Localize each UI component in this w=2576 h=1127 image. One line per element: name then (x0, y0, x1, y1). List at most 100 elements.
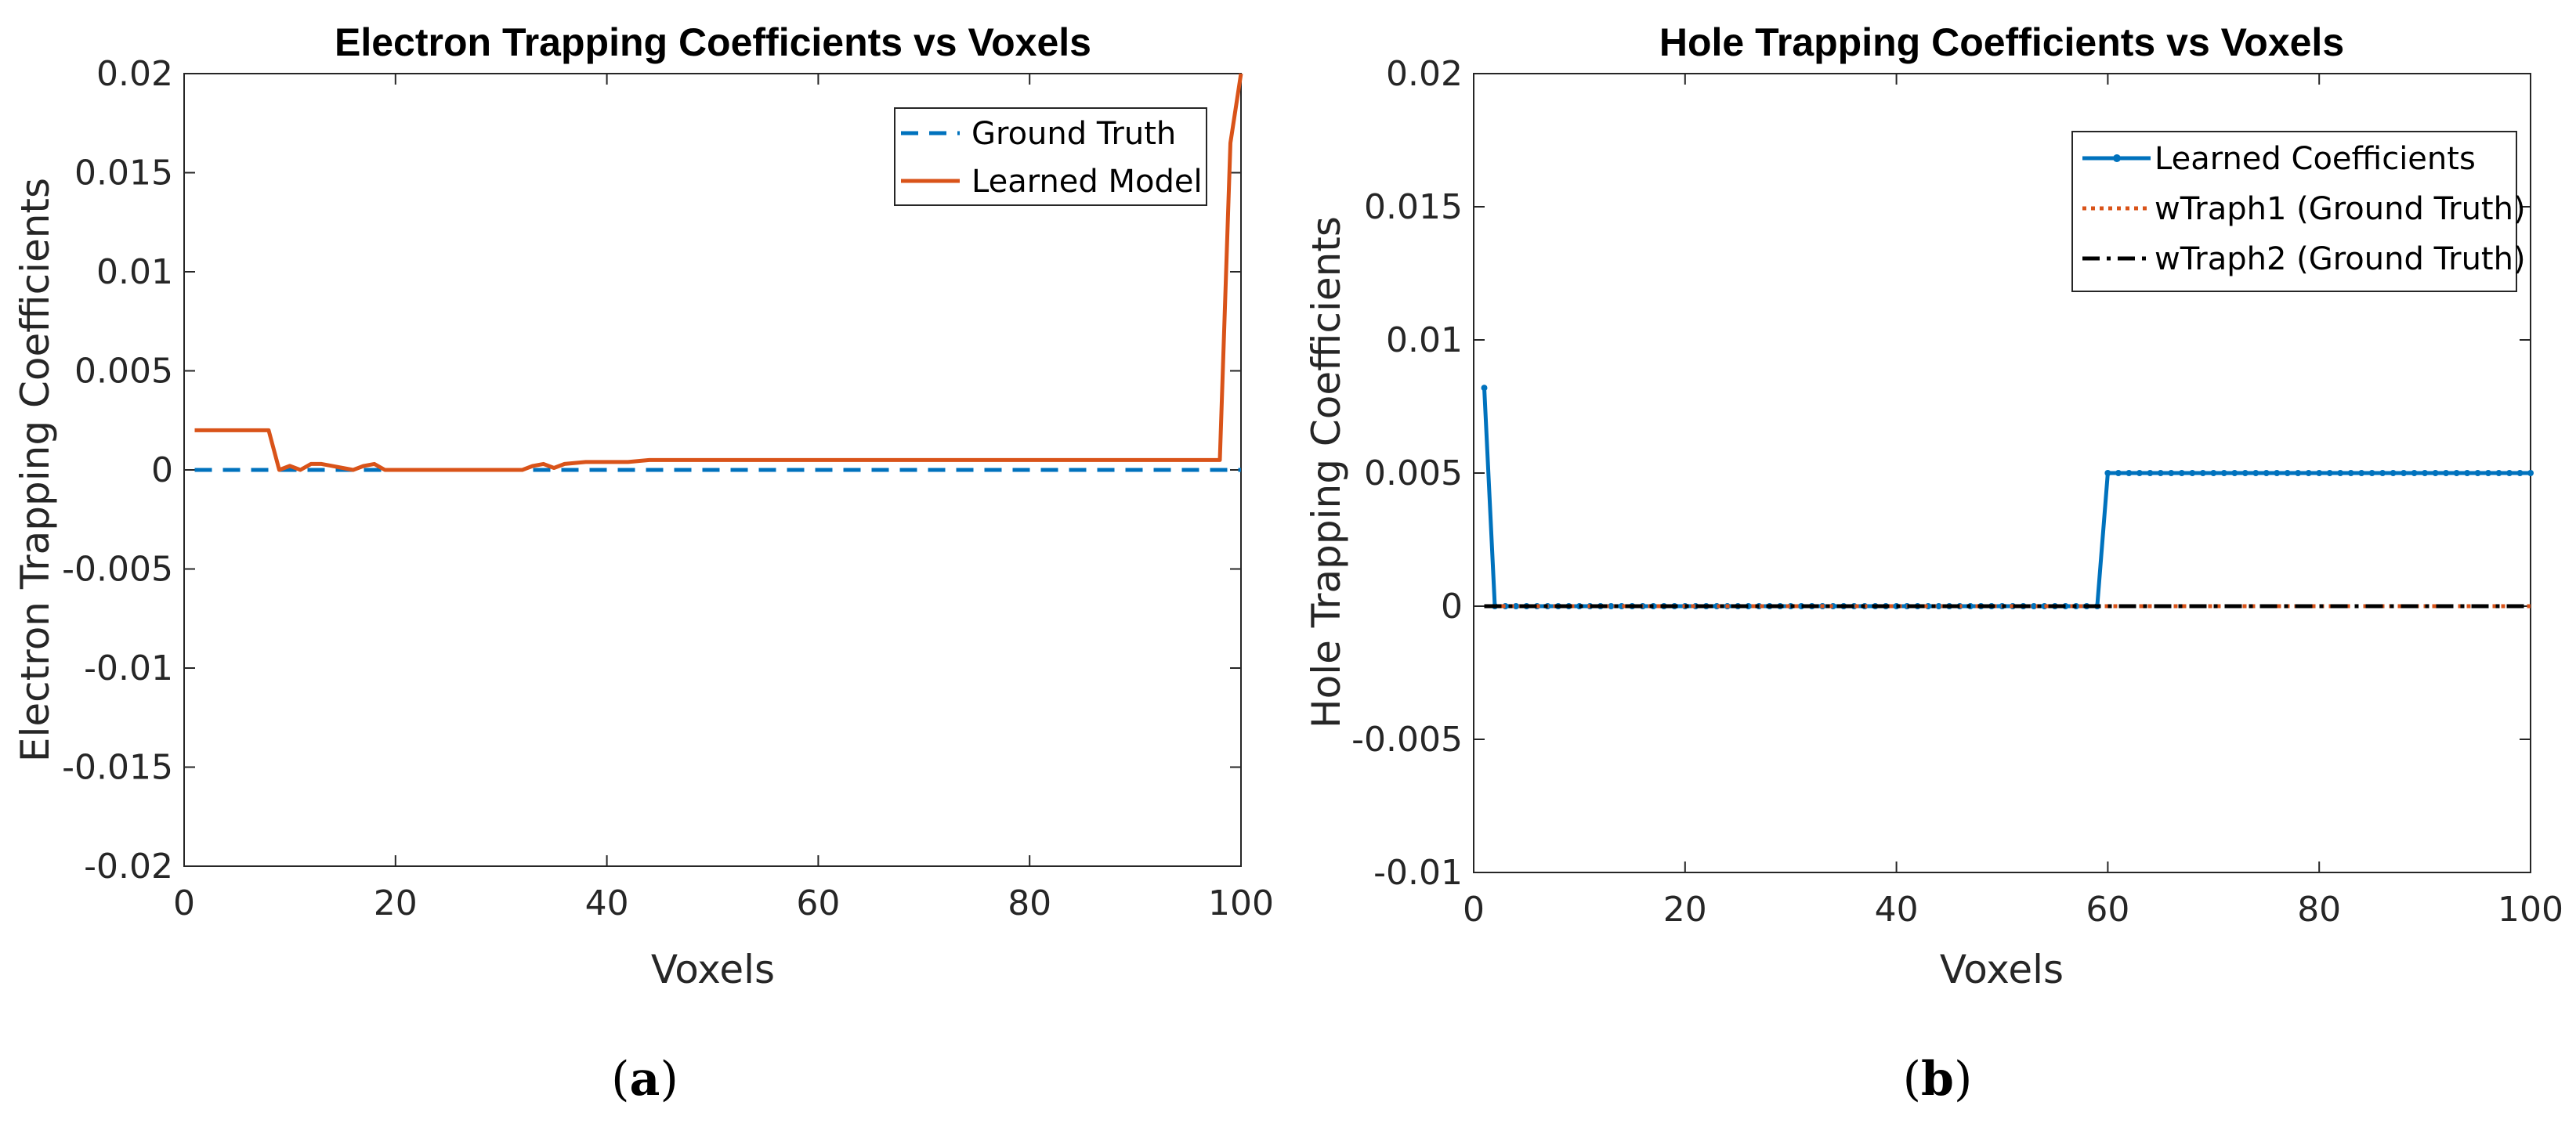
x-tick-label: 20 (1663, 890, 1707, 930)
x-tick-label: 100 (1208, 883, 1274, 923)
y-axis-label: Electron Trapping Coefficients (13, 178, 58, 762)
y-tick-label: 0.01 (96, 252, 173, 292)
series-marker (2178, 470, 2185, 476)
legend: Learned Coefficients wTraph1 (Ground Tru… (2071, 131, 2526, 292)
y-tick-label: 0 (151, 450, 173, 490)
series-marker (2379, 470, 2386, 476)
x-tick-label: 0 (1463, 890, 1485, 930)
y-tick-label: 0.01 (1386, 320, 1463, 360)
series-line-learned-model (194, 73, 1243, 472)
series-marker (2136, 470, 2143, 476)
series-marker (2368, 470, 2375, 476)
x-tick-label: 100 (2498, 890, 2563, 930)
y-tick-label: 0.02 (1386, 54, 1463, 94)
series-marker (2495, 470, 2502, 476)
x-axis-label: Voxels (651, 947, 775, 992)
y-tick-label: -0.015 (62, 748, 173, 788)
y-tick-label: 0.005 (1364, 453, 1463, 493)
series-marker (2358, 470, 2365, 476)
legend-swatch-marker (2113, 154, 2121, 162)
x-tick-label: 60 (796, 883, 840, 923)
series-marker (2126, 470, 2133, 476)
x-tick-label: 60 (2086, 890, 2129, 930)
y-tick-label: -0.005 (62, 550, 173, 590)
x-axis-label: Voxels (1940, 947, 2064, 992)
series-marker (2422, 470, 2429, 476)
legend-label-wtraph1: wTraph1 (Ground Truth) (2155, 191, 2526, 227)
series-marker (2199, 470, 2206, 476)
chart-title: Hole Trapping Coefficients vs Voxels (1659, 20, 2344, 64)
series-marker (1608, 603, 1615, 609)
series-marker (2316, 470, 2323, 476)
caption-b: (b) (1903, 1052, 1973, 1107)
series-marker (2168, 470, 2175, 476)
series-marker (2220, 470, 2227, 476)
series-marker (2453, 470, 2460, 476)
series-marker (2284, 470, 2291, 476)
series-marker (2241, 470, 2249, 476)
y-axis-label: Hole Trapping Coefficients (1304, 216, 1349, 728)
series-marker (2115, 470, 2122, 476)
electron-trapping-chart: Electron Trapping Coefficients vs Voxels… (13, 20, 1274, 1107)
series-marker (2305, 470, 2312, 476)
chart-title: Electron Trapping Coefficients vs Voxels (335, 20, 1091, 64)
legend: Ground Truth Learned Model (894, 107, 1207, 206)
hole-trapping-chart: Hole Trapping Coefficients vs Voxels Vox… (1304, 20, 2563, 1107)
y-tick-label: -0.01 (1373, 853, 1463, 893)
x-tick-label: 20 (374, 883, 418, 923)
y-tick-label: 0.015 (74, 154, 173, 193)
x-tick-label: 80 (1008, 883, 1051, 923)
y-tick-label: 0 (1441, 587, 1463, 627)
series-marker (2252, 470, 2259, 476)
x-ticks: 0 20 40 60 80 100 (173, 74, 1274, 923)
x-tick-label: 0 (173, 883, 195, 923)
x-tick-label: 40 (585, 883, 629, 923)
series-marker (2031, 603, 2037, 609)
series-marker (2157, 470, 2164, 476)
series-marker (2210, 470, 2217, 476)
x-tick-label: 40 (1875, 890, 1919, 930)
series-marker (2337, 470, 2344, 476)
x-ticks: 0 20 40 60 80 100 (1463, 74, 2563, 930)
caption-a: (a) (611, 1052, 678, 1107)
series-lines (194, 73, 1243, 472)
y-tick-label: -0.02 (84, 847, 173, 887)
series-marker (1513, 603, 1519, 609)
series-marker (2474, 470, 2481, 476)
series-marker (2263, 470, 2270, 476)
series-marker (2443, 470, 2450, 476)
series-marker (2189, 470, 2196, 476)
y-tick-label: 0.005 (74, 352, 173, 392)
y-ticks: -0.02 -0.015 -0.01 -0.005 0 0.005 0.01 0.015 0.0… (62, 54, 1241, 887)
series-marker (1481, 385, 1488, 392)
y-tick-label: -0.01 (84, 648, 173, 688)
series-marker (2326, 470, 2333, 476)
series-marker (2390, 470, 2397, 476)
series-marker (1935, 603, 1942, 609)
series-marker (2147, 470, 2154, 476)
legend-label-wtraph2: wTraph2 (Ground Truth) (2155, 241, 2526, 277)
series-marker (2104, 470, 2111, 476)
y-tick-label: 0.015 (1364, 187, 1463, 227)
series-marker (2295, 470, 2302, 476)
series-marker (2464, 470, 2471, 476)
series-marker (2485, 470, 2491, 476)
series-marker (2527, 470, 2534, 476)
series-marker (2516, 470, 2524, 476)
legend-label-learned-coefficients: Learned Coefficients (2155, 141, 2476, 177)
series-marker (2274, 470, 2281, 476)
series-marker (2506, 470, 2513, 476)
legend-label-ground-truth: Ground Truth (971, 116, 1176, 152)
series-marker (2347, 470, 2354, 476)
series-lines (1481, 385, 2534, 609)
series-marker (2411, 470, 2418, 476)
series-marker (2231, 470, 2238, 476)
x-tick-label: 80 (2297, 890, 2341, 930)
legend-box (894, 107, 1207, 206)
legend-label-learned-model: Learned Model (971, 164, 1203, 200)
series-marker (2401, 470, 2408, 476)
y-tick-label: -0.005 (1351, 720, 1463, 760)
y-tick-label: 0.02 (96, 54, 173, 94)
series-marker (2432, 470, 2439, 476)
